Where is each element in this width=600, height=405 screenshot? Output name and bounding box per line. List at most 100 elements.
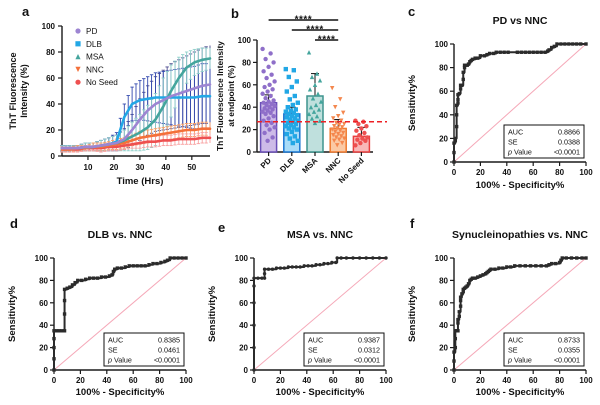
panel-b-letter: b [231, 6, 239, 21]
svg-text:0: 0 [52, 376, 57, 385]
svg-text:100% - Specificity%: 100% - Specificity% [76, 387, 165, 398]
svg-text:100: 100 [179, 376, 193, 385]
svg-text:60: 60 [239, 299, 248, 308]
panel-a-letter: a [22, 4, 30, 19]
svg-text:****: **** [318, 35, 336, 46]
svg-text:20: 20 [46, 126, 55, 135]
svg-text:80: 80 [155, 376, 164, 385]
svg-text:10: 10 [84, 163, 93, 172]
svg-text:40: 40 [102, 376, 111, 385]
svg-text:SE: SE [308, 346, 318, 355]
svg-text:100: 100 [235, 254, 249, 263]
svg-text:80: 80 [242, 58, 251, 67]
endpoint-bar-chart: 0 20 40 60 80 100 ThT Fluorescence Intensity at… [215, 15, 387, 185]
panel-c-letter: c [408, 4, 416, 19]
svg-text:100: 100 [35, 254, 49, 263]
svg-text:PD: PD [86, 27, 97, 36]
svg-text:0: 0 [244, 366, 249, 375]
svg-text:MSA vs. NNC: MSA vs. NNC [287, 229, 354, 241]
svg-text:0.0312: 0.0312 [358, 346, 380, 355]
roc-pd-vs-nnc-chart: PD vs NNC 0 20 40 60 80 100 0 20 40 60 80 100 AUC 0.88… [407, 15, 593, 191]
roc-synucleinopathies-vs-nnc-chart: Synucleinopathies vs. NNC 0 20 40 60 80 100 0 20… [407, 229, 593, 398]
svg-text:<0.0001: <0.0001 [354, 356, 380, 365]
svg-text:p Value: p Value [107, 356, 132, 365]
svg-text:AUC: AUC [508, 128, 523, 137]
svg-text:0.8733: 0.8733 [558, 336, 580, 345]
svg-text:40: 40 [242, 103, 251, 112]
svg-text:80: 80 [439, 64, 448, 73]
svg-text:80: 80 [355, 376, 364, 385]
svg-text:****: **** [295, 15, 313, 26]
svg-text:40: 40 [239, 321, 248, 330]
svg-text:p Value: p Value [507, 148, 532, 157]
svg-text:p Value: p Value [507, 356, 532, 365]
svg-text:ThT Fluorescence Intensity: ThT Fluorescence Intensity [215, 41, 225, 151]
svg-text:0: 0 [452, 168, 457, 177]
svg-text:40: 40 [302, 376, 311, 385]
svg-text:0.0355: 0.0355 [558, 346, 580, 355]
svg-text:100: 100 [42, 22, 56, 31]
svg-text:No Seed: No Seed [86, 78, 118, 87]
svg-text:0.9387: 0.9387 [358, 336, 380, 345]
svg-text:40: 40 [46, 100, 55, 109]
svg-text:80: 80 [555, 376, 564, 385]
svg-text:20: 20 [439, 344, 448, 353]
svg-text:60: 60 [242, 81, 251, 90]
svg-text:20: 20 [439, 134, 448, 143]
svg-text:DLB vs. NNC: DLB vs. NNC [88, 229, 153, 241]
svg-text:Synucleinopathies vs. NNC: Synucleinopathies vs. NNC [452, 229, 588, 241]
svg-text:20: 20 [239, 344, 248, 353]
svg-text:60: 60 [529, 168, 538, 177]
svg-text:NNC: NNC [86, 65, 104, 74]
svg-text:DLB: DLB [278, 156, 296, 174]
svg-text:AUC: AUC [108, 336, 123, 345]
svg-text:ThT Fluorescence: ThT Fluorescence [8, 52, 18, 129]
svg-text:100: 100 [579, 376, 593, 385]
svg-text:0: 0 [444, 158, 449, 167]
svg-text:80: 80 [46, 48, 55, 57]
svg-text:60: 60 [529, 376, 538, 385]
svg-text:No Seed: No Seed [337, 156, 366, 185]
svg-text:Sensitivity%: Sensitivity% [407, 285, 418, 342]
svg-text:60: 60 [39, 299, 48, 308]
svg-text:60: 60 [439, 87, 448, 96]
panel-f-letter: f [410, 216, 415, 231]
svg-text:0.8866: 0.8866 [558, 128, 580, 137]
svg-text:MSA: MSA [86, 53, 104, 62]
svg-text:0.0461: 0.0461 [158, 346, 180, 355]
svg-text:40: 40 [502, 376, 511, 385]
svg-text:40: 40 [39, 321, 48, 330]
svg-text:at endpoint (%): at endpoint (%) [226, 65, 236, 127]
svg-text:60: 60 [129, 376, 138, 385]
svg-text:0: 0 [452, 376, 457, 385]
svg-text:100: 100 [238, 36, 252, 45]
svg-text:60: 60 [46, 74, 55, 83]
svg-text:40: 40 [502, 168, 511, 177]
svg-text:50: 50 [187, 163, 196, 172]
svg-text:80: 80 [555, 168, 564, 177]
svg-text:Sensitivity%: Sensitivity% [207, 285, 218, 342]
svg-text:100% - Specificity%: 100% - Specificity% [276, 387, 365, 398]
svg-text:NNC: NNC [324, 156, 343, 175]
roc-msa-vs-nnc-chart: MSA vs. NNC 0 20 40 60 80 100 0 20 40 60 80 100 AUC 0.… [207, 229, 393, 398]
svg-text:100: 100 [379, 376, 393, 385]
svg-text:20: 20 [476, 376, 485, 385]
panel-b: b 0 20 40 60 80 100 ThT Fluorescence Intensity… [215, 0, 400, 200]
svg-text:Time (Hrs): Time (Hrs) [117, 176, 164, 187]
panel-c: c PD vs NNC 0 20 40 60 80 100 0 20 40 60 80 100 AUC 0.… [400, 0, 600, 200]
svg-text:80: 80 [239, 276, 248, 285]
svg-text:20: 20 [276, 376, 285, 385]
panel-d: d DLB vs. NNC 0 20 40 60 80 100 0 20 40 60 80 100 AUC… [0, 202, 200, 405]
svg-text:AUC: AUC [508, 336, 523, 345]
svg-text:Sensitivity%: Sensitivity% [407, 74, 418, 131]
svg-text:30: 30 [135, 163, 144, 172]
svg-text:20: 20 [109, 163, 118, 172]
svg-text:0: 0 [44, 366, 49, 375]
svg-text:****: **** [306, 25, 324, 36]
panel-f: f Synucleinopathies vs. NNC 0 20 40 60 80 100 0… [400, 202, 600, 405]
svg-text:SE: SE [508, 138, 518, 147]
svg-text:100: 100 [435, 40, 449, 49]
svg-text:40: 40 [439, 111, 448, 120]
svg-text:AUC: AUC [308, 336, 323, 345]
